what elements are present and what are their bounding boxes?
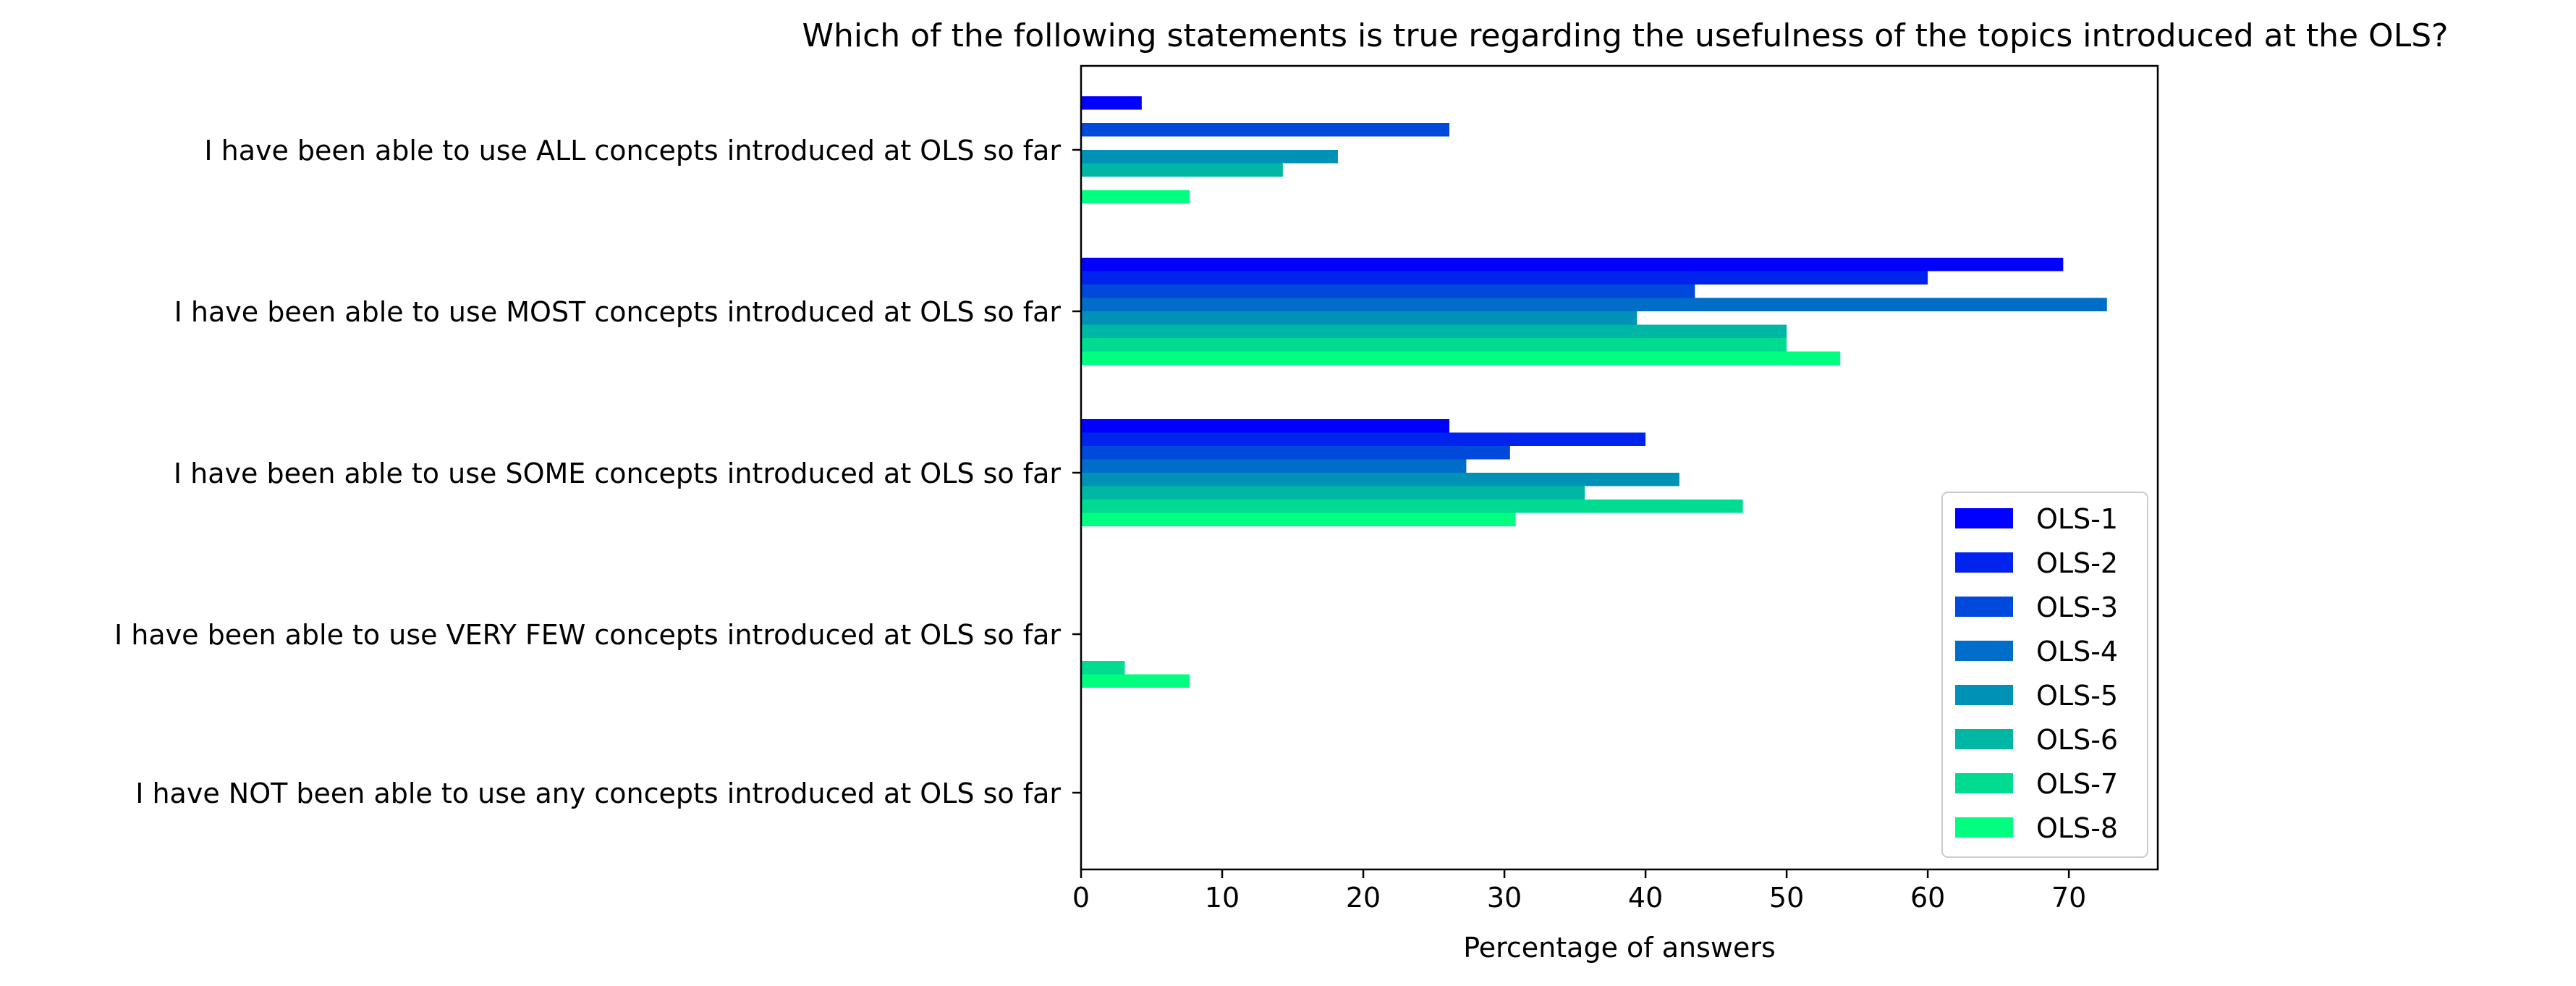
x-tick-label: 0: [1072, 882, 1090, 914]
legend-swatch-ols-5: [1955, 685, 2013, 705]
bar-ols-6-cat-3: [1081, 486, 1585, 500]
y-tick-label: I have NOT been able to use any concepts…: [135, 778, 1061, 809]
x-tick-label: 60: [1910, 882, 1945, 914]
legend-label-ols-3: OLS-3: [2036, 591, 2118, 623]
bar-ols-7-cat-2: [1081, 338, 1787, 352]
legend-swatch-ols-4: [1955, 641, 2013, 661]
legend-swatch-ols-7: [1955, 773, 2013, 793]
bar-ols-8-cat-1: [1081, 190, 1190, 203]
x-axis-label: Percentage of answers: [1463, 932, 1776, 964]
legend-label-ols-5: OLS-5: [2036, 680, 2118, 712]
bar-ols-7-cat-4: [1081, 661, 1125, 675]
x-axis: 0 10 20 30 40 50 60 70: [1072, 869, 2086, 914]
bar-ols-2-cat-2: [1081, 271, 1928, 285]
bar-ols-1-cat-3: [1081, 419, 1450, 433]
bar-ols-2-cat-3: [1081, 432, 1646, 446]
bar-ols-1-cat-1: [1081, 96, 1142, 110]
bar-ols-7-cat-3: [1081, 500, 1743, 513]
legend-swatch-ols-8: [1955, 817, 2013, 838]
chart-title: Which of the following statements is tru…: [802, 17, 2448, 54]
bar-ols-3-cat-3: [1081, 446, 1510, 460]
bar-ols-5-cat-3: [1081, 473, 1679, 486]
y-tick-label: I have been able to use MOST concepts in…: [174, 296, 1062, 328]
x-tick-label: 20: [1346, 882, 1381, 914]
legend-label-ols-6: OLS-6: [2036, 724, 2118, 756]
x-tick-label: 40: [1628, 882, 1663, 914]
bar-ols-4-cat-2: [1081, 298, 2107, 311]
bars-layer: [1081, 96, 2107, 688]
y-axis: I have been able to use ALL concepts int…: [114, 135, 1081, 809]
x-tick-label: 50: [1769, 882, 1804, 914]
legend-swatch-ols-2: [1955, 552, 2013, 573]
legend-box: [1941, 492, 2148, 858]
legend-label-ols-1: OLS-1: [2036, 503, 2118, 535]
y-tick-label: I have been able to use SOME concepts in…: [174, 458, 1062, 489]
legend-label-ols-7: OLS-7: [2036, 768, 2118, 800]
legend-swatch-ols-1: [1955, 508, 2013, 528]
bar-ols-6-cat-2: [1081, 324, 1787, 338]
bar-ols-5-cat-1: [1081, 150, 1338, 164]
legend-swatch-ols-6: [1955, 729, 2013, 749]
y-tick-label: I have been able to use ALL concepts int…: [204, 135, 1061, 167]
legend-label-ols-2: OLS-2: [2036, 547, 2118, 579]
x-tick-label: 10: [1205, 882, 1240, 914]
plot-frame: [1080, 64, 2159, 871]
bar-ols-5-cat-2: [1081, 311, 1637, 325]
bar-ols-4-cat-3: [1081, 459, 1467, 473]
x-tick-label: 70: [2051, 882, 2086, 914]
legend-label-ols-4: OLS-4: [2036, 636, 2118, 667]
bar-ols-3-cat-2: [1081, 285, 1695, 298]
bar-ols-8-cat-2: [1081, 351, 1841, 365]
legend-swatch-ols-3: [1955, 597, 2013, 617]
legend: OLS-1 OLS-2 OLS-3 OLS-4 OLS-5 OLS-6 OLS-7 OLS-8: [1941, 492, 2148, 858]
legend-label-ols-8: OLS-8: [2036, 812, 2118, 844]
bar-ols-3-cat-1: [1081, 123, 1450, 137]
bar-ols-1-cat-2: [1081, 258, 2064, 271]
bar-ols-8-cat-3: [1081, 513, 1516, 526]
bar-ols-6-cat-1: [1081, 163, 1283, 177]
y-tick-label: I have been able to use VERY FEW concept…: [114, 619, 1061, 651]
bar-ols-8-cat-4: [1081, 674, 1190, 688]
x-tick-label: 30: [1487, 882, 1522, 914]
